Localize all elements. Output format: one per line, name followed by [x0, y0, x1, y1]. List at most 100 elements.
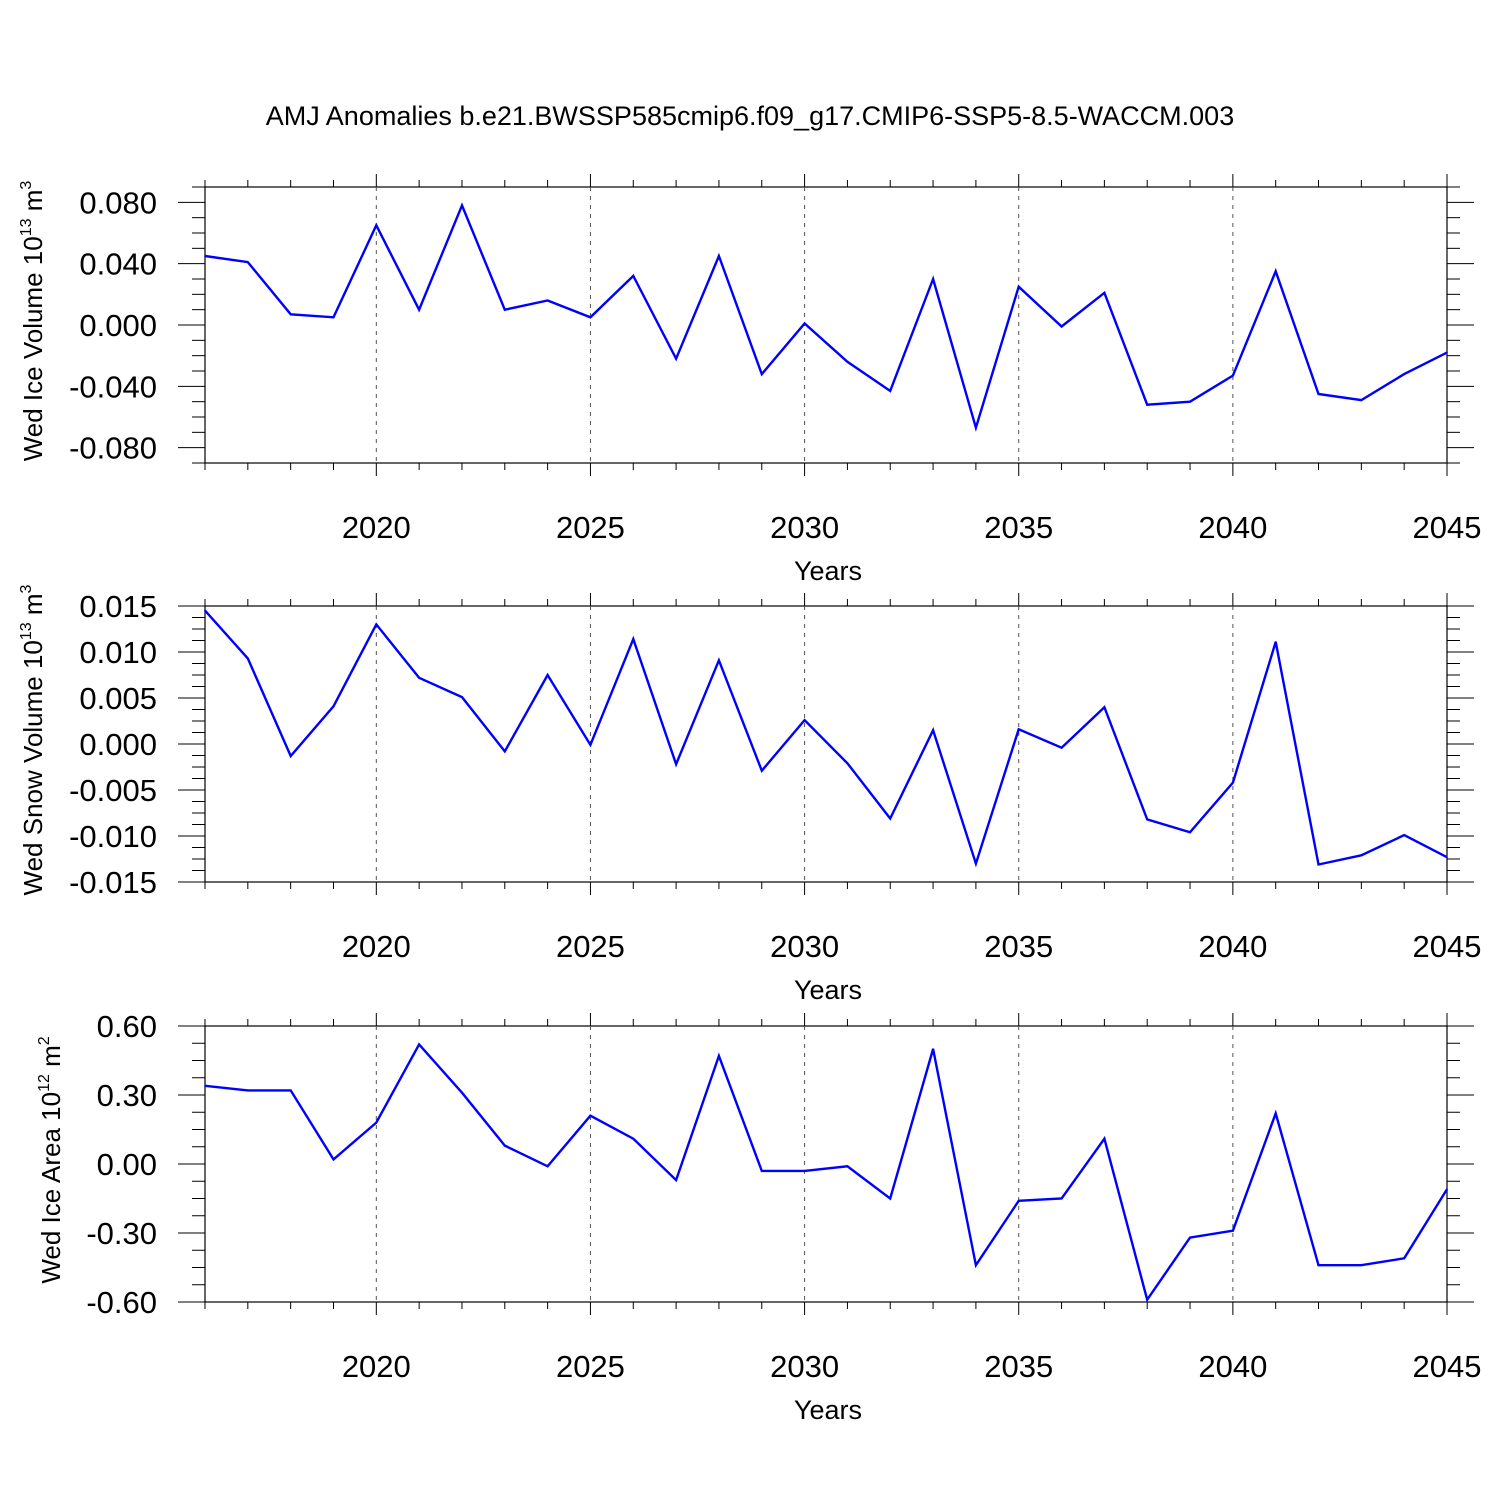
data-point — [1446, 856, 1448, 858]
x-tick-label: 2020 — [342, 929, 411, 964]
data-point — [932, 278, 934, 280]
y-axis-label-base: Wed Snow Volume 10 — [18, 640, 48, 895]
y-axis-label-base: Wed Ice Volume 10 — [18, 236, 48, 461]
data-point — [1146, 403, 1149, 406]
data-point — [1360, 854, 1363, 857]
y-tick-label: 0.000 — [79, 308, 157, 343]
data-point — [760, 769, 763, 772]
data-point — [375, 1121, 378, 1124]
y-axis-label: Wed Snow Volume 1013 m3 — [18, 584, 48, 895]
data-point — [718, 1055, 720, 1057]
series-line — [204, 1042, 1449, 1303]
data-point — [289, 313, 292, 316]
data-point — [632, 275, 635, 277]
data-point — [418, 1043, 420, 1046]
data-point — [204, 609, 206, 612]
data-point — [546, 299, 549, 302]
data-point — [461, 1091, 463, 1094]
y-axis-label-unit: m — [36, 1045, 66, 1074]
data-point — [546, 1165, 549, 1168]
chart-title: AMJ Anomalies b.e21.BWSSP585cmip6.f09_g1… — [266, 101, 1234, 131]
y-axis-label-unit-exponent: 2 — [36, 1036, 53, 1045]
y-tick-label: 0.010 — [79, 635, 157, 670]
data-point — [247, 261, 249, 263]
data-point — [289, 1089, 292, 1092]
y-tick-label: 0.60 — [97, 1009, 157, 1044]
data-point — [332, 1158, 335, 1161]
data-point — [418, 308, 420, 311]
data-point — [1403, 834, 1405, 836]
y-axis-label-exponent: 13 — [18, 218, 35, 236]
data-point — [418, 676, 420, 679]
data-point — [204, 255, 206, 257]
data-point — [1232, 1229, 1234, 1232]
data-point — [204, 1085, 206, 1087]
y-tick-label: -0.005 — [69, 773, 157, 808]
x-tick-label: 2035 — [984, 510, 1053, 545]
data-point — [889, 1197, 892, 1200]
data-point — [1403, 1257, 1405, 1260]
plot-frame — [204, 1025, 1448, 1303]
y-axis-label-unit-exponent: 3 — [18, 181, 35, 190]
data-point — [461, 204, 463, 207]
x-tick-label: 2035 — [984, 929, 1053, 964]
data-point — [718, 255, 720, 257]
x-axis-label: Years — [794, 556, 862, 586]
data-point — [803, 719, 806, 721]
data-point — [375, 224, 378, 227]
plot-frame — [204, 186, 1448, 464]
x-tick-label: 2045 — [1413, 1349, 1482, 1384]
y-tick-label: 0.005 — [79, 681, 157, 716]
data-point — [1060, 325, 1063, 328]
data-point — [332, 705, 335, 708]
series-line — [204, 609, 1448, 868]
x-tick-label: 2025 — [556, 929, 625, 964]
data-point — [1446, 351, 1448, 354]
y-axis-label: Wed Ice Volume 1013 m3 — [18, 181, 48, 462]
data-point — [975, 1264, 977, 1266]
series-line — [204, 202, 1448, 432]
data-point — [718, 659, 720, 662]
data-point — [589, 1114, 592, 1117]
x-tick-label: 2030 — [770, 510, 839, 545]
data-point — [1103, 706, 1106, 708]
data-point — [632, 638, 635, 640]
data-point — [1060, 746, 1063, 749]
data-point — [503, 308, 506, 311]
data-point — [846, 361, 849, 363]
y-axis-label-unit: m — [18, 593, 48, 622]
y-axis-label-unit: m — [18, 190, 48, 219]
y-axis-label-exponent: 13 — [18, 622, 35, 640]
y-tick-label: 0.015 — [79, 589, 157, 624]
data-point — [1017, 728, 1020, 731]
x-tick-label: 2020 — [342, 510, 411, 545]
chart-panels: 2020 2025 2030 2035 2040 2045 Years -0.080 -0.04… — [18, 174, 1481, 1425]
y-axis-label-unit-exponent: 3 — [18, 584, 35, 593]
x-tick-label: 2040 — [1198, 510, 1267, 545]
data-point — [1189, 400, 1191, 403]
data-point — [675, 763, 677, 766]
data-point — [760, 373, 763, 375]
data-point — [1274, 641, 1277, 643]
data-point — [889, 817, 892, 820]
y-tick-label: -0.040 — [69, 369, 157, 404]
x-tick-label: 2035 — [984, 1349, 1053, 1384]
y-tick-label: -0.015 — [69, 865, 157, 900]
data-point — [1146, 818, 1149, 821]
data-point — [1317, 863, 1320, 866]
x-tick-label: 2040 — [1198, 929, 1267, 964]
data-point — [1060, 1197, 1063, 1200]
data-point — [803, 1170, 806, 1172]
x-tick-label: 2025 — [556, 1349, 625, 1384]
data-point — [1017, 285, 1020, 288]
y-tick-label: -0.30 — [86, 1216, 157, 1251]
data-point — [1103, 1137, 1106, 1140]
x-tick-label: 2030 — [770, 1349, 839, 1384]
data-point — [247, 657, 249, 660]
data-point — [1232, 781, 1234, 784]
x-tick-label: 2030 — [770, 929, 839, 964]
data-point — [889, 390, 892, 392]
y-axis-label-base: Wed Ice Area 10 — [36, 1092, 66, 1284]
x-tick-label: 2045 — [1413, 510, 1482, 545]
data-point — [932, 729, 934, 731]
